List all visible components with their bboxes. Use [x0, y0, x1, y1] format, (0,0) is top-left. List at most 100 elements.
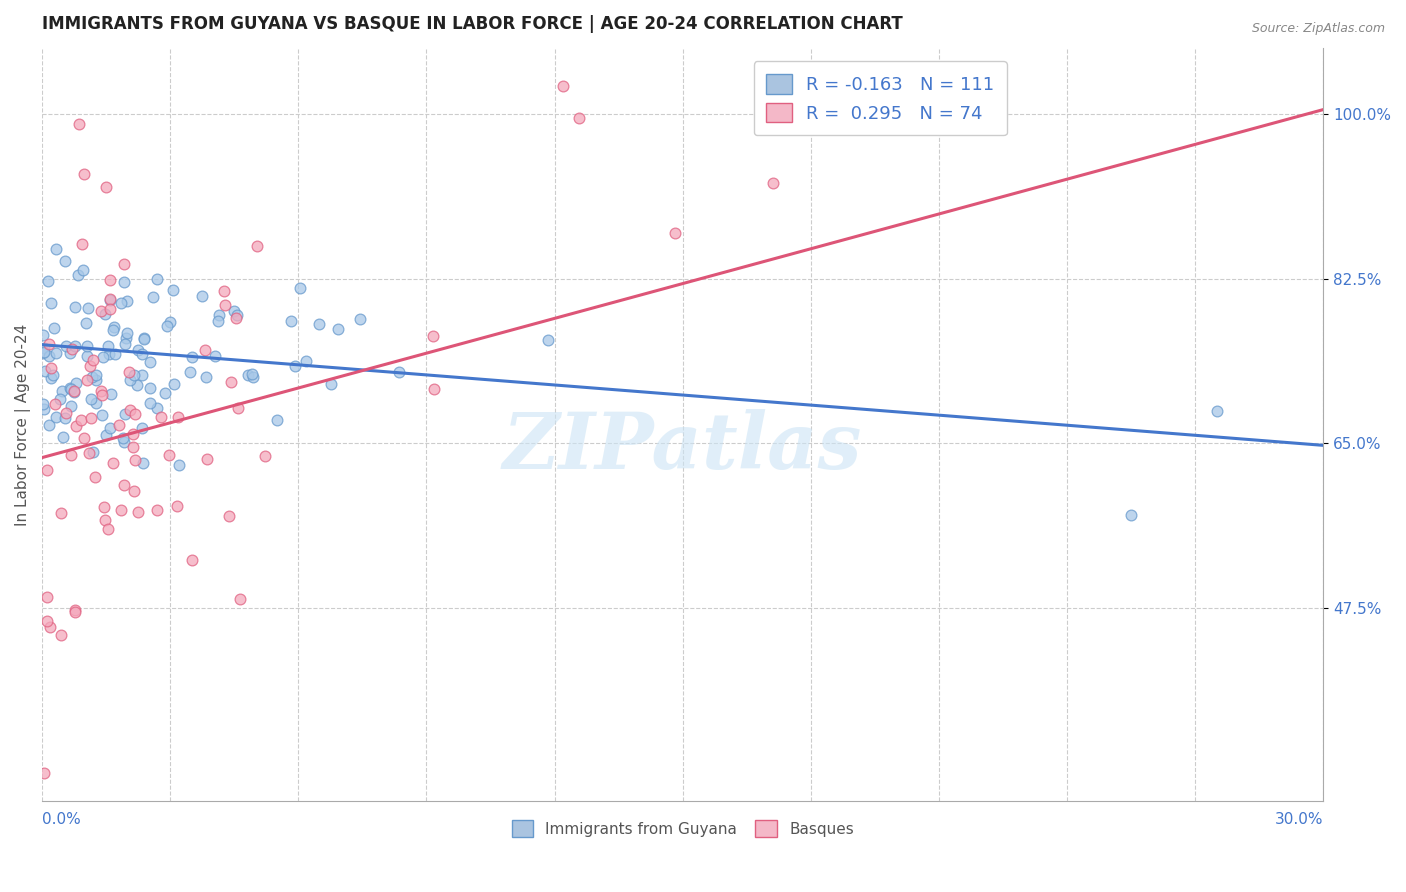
Point: [122, 426, 145, 441]
Point: [139, 396, 162, 410]
Point: [115, 294, 138, 309]
Point: [112, 435, 135, 450]
Point: [156, 319, 179, 334]
Point: [42, 321, 65, 335]
Point: [131, 421, 153, 435]
Point: [94, 427, 117, 442]
Point: [76, 339, 98, 353]
Point: [118, 365, 141, 379]
Point: [191, 289, 214, 303]
Point: [100, 302, 122, 317]
Point: [97, 522, 120, 536]
Point: [132, 456, 155, 470]
Point: [83, 470, 105, 484]
Point: [44, 396, 66, 410]
Point: [41, 371, 63, 385]
Point: [76, 350, 98, 364]
Point: [319, 377, 342, 392]
Point: [90, 409, 112, 423]
Point: [45, 242, 67, 256]
Point: [111, 431, 134, 445]
Point: [108, 418, 131, 433]
Point: [124, 453, 146, 467]
Point: [245, 239, 267, 253]
Point: [37, 274, 59, 288]
Point: [110, 296, 132, 310]
Text: IMMIGRANTS FROM GUYANA VS BASQUE IN LABOR FORCE | AGE 20-24 CORRELATION CHART: IMMIGRANTS FROM GUYANA VS BASQUE IN LABO…: [42, 15, 903, 33]
Point: [139, 355, 162, 369]
Point: [422, 329, 444, 343]
Point: [349, 312, 371, 326]
Point: [32, 345, 55, 359]
Point: [131, 368, 153, 383]
Point: [762, 176, 785, 190]
Point: [80, 369, 103, 384]
Point: [100, 293, 122, 307]
Point: [204, 349, 226, 363]
Point: [212, 285, 235, 299]
Point: [280, 314, 302, 328]
Point: [51, 384, 73, 398]
Point: [131, 347, 153, 361]
Point: [112, 257, 135, 271]
Point: [76, 373, 98, 387]
Text: Source: ZipAtlas.com: Source: ZipAtlas.com: [1251, 22, 1385, 36]
Point: [39, 296, 62, 310]
Point: [157, 448, 180, 462]
Point: [162, 283, 184, 297]
Text: 30.0%: 30.0%: [1275, 813, 1323, 827]
Point: [568, 112, 591, 126]
Point: [80, 392, 103, 406]
Point: [77, 301, 100, 315]
Point: [120, 372, 142, 386]
Point: [59, 346, 82, 360]
Point: [266, 413, 288, 427]
Text: 0.0%: 0.0%: [42, 813, 82, 827]
Point: [146, 272, 169, 286]
Point: [67, 117, 90, 131]
Point: [34, 345, 56, 359]
Point: [90, 384, 112, 399]
Point: [53, 411, 76, 425]
Point: [84, 396, 107, 410]
Point: [94, 513, 117, 527]
Point: [55, 406, 77, 420]
Point: [65, 376, 87, 391]
Point: [308, 317, 330, 331]
Point: [167, 458, 190, 472]
Point: [238, 368, 260, 383]
Point: [167, 409, 190, 424]
Point: [84, 368, 107, 383]
Y-axis label: In Labor Force | Age 20-24: In Labor Force | Age 20-24: [15, 324, 31, 525]
Point: [142, 290, 165, 304]
Point: [124, 407, 146, 421]
Point: [49, 507, 72, 521]
Point: [75, 316, 97, 330]
Point: [225, 308, 247, 322]
Point: [97, 339, 120, 353]
Point: [326, 322, 349, 336]
Point: [52, 430, 75, 444]
Point: [122, 483, 145, 498]
Point: [101, 456, 124, 470]
Point: [94, 180, 117, 194]
Point: [120, 402, 142, 417]
Point: [423, 382, 446, 396]
Point: [79, 359, 101, 373]
Point: [1205, 404, 1227, 418]
Point: [90, 304, 112, 318]
Point: [132, 331, 155, 345]
Point: [229, 592, 252, 607]
Point: [104, 347, 127, 361]
Point: [35, 590, 58, 604]
Point: [59, 381, 82, 395]
Point: [63, 384, 86, 399]
Point: [146, 401, 169, 416]
Point: [122, 368, 145, 383]
Point: [112, 275, 135, 289]
Point: [97, 347, 120, 361]
Point: [55, 339, 77, 353]
Point: [179, 365, 201, 379]
Point: [195, 451, 218, 466]
Point: [226, 401, 249, 415]
